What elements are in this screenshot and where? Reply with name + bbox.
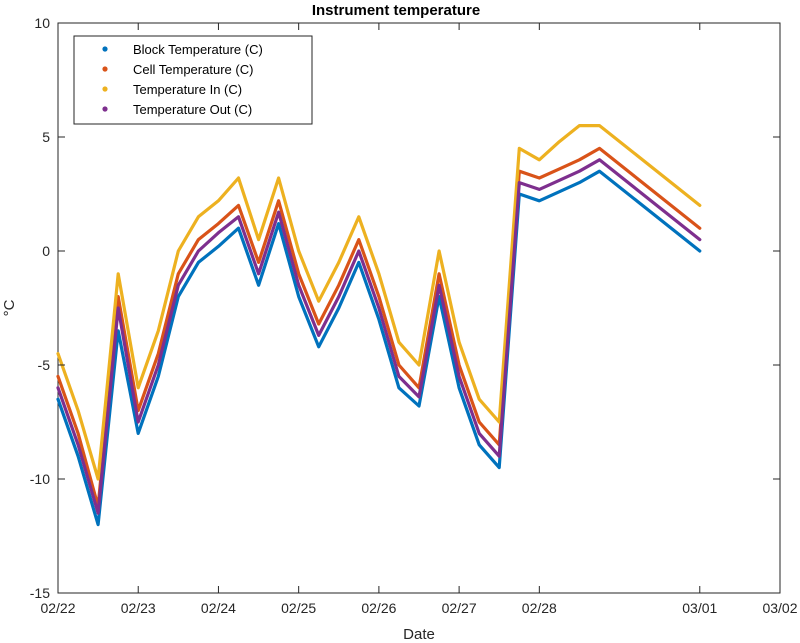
x-tick-label: 03/02 <box>762 600 797 616</box>
legend-marker <box>102 46 107 51</box>
y-tick-label: 5 <box>42 129 50 145</box>
legend-label: Temperature Out (C) <box>133 102 252 117</box>
y-tick-label: -10 <box>30 471 50 487</box>
x-tick-label: 02/27 <box>442 600 477 616</box>
x-tick-label: 02/23 <box>121 600 156 616</box>
x-tick-label: 02/25 <box>281 600 316 616</box>
x-axis-label: Date <box>403 626 435 643</box>
instrument-temperature-chart: Instrument temperature 02/22 02/23 02/24 02… <box>0 0 800 643</box>
y-tick-label: -15 <box>30 585 50 601</box>
x-tick-label: 02/28 <box>522 600 557 616</box>
x-tick-label: 02/26 <box>361 600 396 616</box>
legend-marker <box>102 86 107 91</box>
y-axis-label: °C <box>1 299 18 316</box>
legend-label: Cell Temperature (C) <box>133 62 253 77</box>
chart-title: Instrument temperature <box>312 2 480 19</box>
legend-marker <box>102 66 107 71</box>
legend-label: Temperature In (C) <box>133 82 242 97</box>
legend-marker <box>102 106 107 111</box>
legend-label: Block Temperature (C) <box>133 42 263 57</box>
x-tick-label: 02/22 <box>40 600 75 616</box>
y-tick-label: 10 <box>34 15 50 31</box>
x-tick-label: 03/01 <box>682 600 717 616</box>
y-tick-label: 0 <box>42 243 50 259</box>
legend: Block Temperature (C) Cell Temperature (C… <box>74 36 312 124</box>
x-tick-label: 02/24 <box>201 600 236 616</box>
y-tick-label: -5 <box>38 357 51 373</box>
